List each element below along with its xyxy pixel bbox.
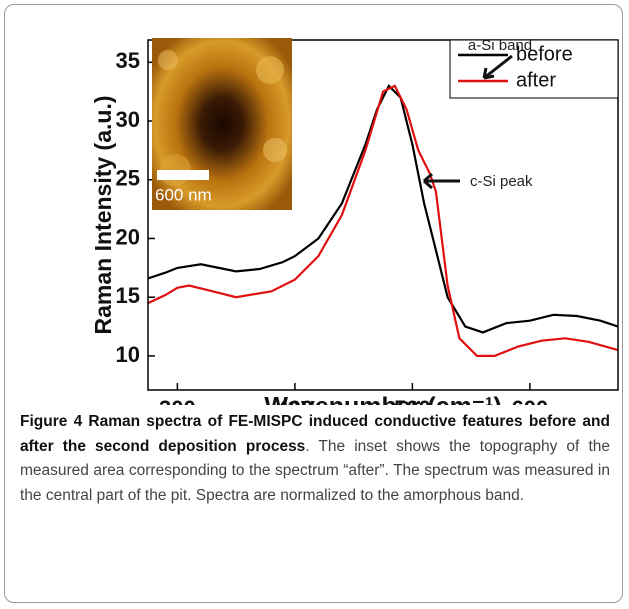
caption-label: Figure 4: [20, 413, 83, 430]
image-texture: [263, 138, 287, 162]
y-tick-label: 20: [116, 224, 140, 249]
chart: 10 15 20 25 30 35 300 400 500 600 before after 600 …: [90, 37, 619, 405]
inset-image: 600 nm: [152, 38, 292, 210]
plot-frame: [147, 39, 619, 391]
legend: before after: [449, 39, 619, 99]
caption-text: . The inset shows the topography of the …: [20, 437, 610, 504]
caption: Figure 4 Raman spectra of FE-MISPC induc…: [20, 410, 610, 508]
x-tick-label: 400: [277, 396, 314, 405]
legend-label: after: [516, 69, 556, 91]
y-tick-label: 30: [116, 107, 140, 132]
x-tick-label: 300: [159, 396, 196, 405]
annotation: c-Si peak: [470, 173, 533, 190]
x-tick-label: 600: [512, 396, 549, 405]
y-axis-label: Raman Intensity (a.u.): [90, 96, 116, 335]
scale-bar-label: 600 nm: [155, 185, 212, 204]
annotation-arrow: [423, 172, 460, 190]
x-tick-label: 500: [394, 396, 431, 405]
y-tick-label: 35: [116, 48, 140, 73]
y-tick-label: 10: [116, 342, 140, 367]
image-texture: [158, 50, 178, 70]
legend-box: [449, 39, 619, 99]
figure-frame: [4, 4, 623, 603]
legend-label: before: [516, 43, 573, 65]
y-tick-label: 25: [116, 166, 140, 191]
data-line: [147, 84, 619, 357]
image-texture: [256, 56, 284, 84]
data-line: [147, 83, 619, 334]
annotation-arrow: [482, 54, 513, 80]
x-axis-label: Wavenumber (cm⁻¹): [264, 393, 501, 405]
caption-title: Raman spectra of FE-MISPC induced conduc…: [20, 413, 610, 455]
scale-bar: [157, 170, 209, 180]
annotation: a-Si band: [468, 37, 532, 54]
y-tick-label: 15: [116, 283, 140, 308]
